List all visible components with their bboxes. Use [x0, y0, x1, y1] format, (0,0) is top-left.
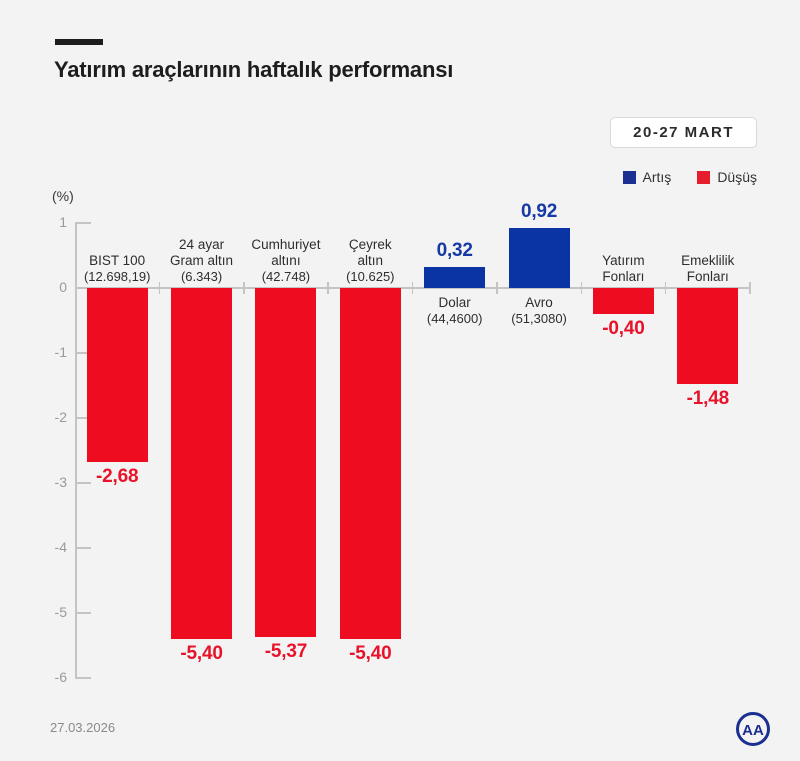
category-label: Yatırım Fonları — [574, 253, 672, 285]
svg-text:AA: AA — [742, 722, 764, 739]
bar-value-label: -5,37 — [264, 641, 308, 663]
category-subvalue: (12.698,19) — [83, 269, 151, 284]
y-axis-tick — [75, 352, 91, 354]
category-name-line: Dolar — [438, 295, 471, 310]
bar-increase — [508, 228, 570, 288]
x-axis-category-tick — [243, 282, 245, 294]
y-axis-tick-label: -2 — [54, 409, 67, 425]
category-name-line: Fonları — [686, 269, 729, 284]
legend-item-decrease: Düşüş — [697, 169, 757, 185]
category-name-line: Yatırım — [602, 253, 645, 268]
category-subvalue: (51,3080) — [511, 311, 567, 326]
bar-value-label: -5,40 — [180, 643, 223, 664]
category-name-line: Çeyrek — [348, 237, 392, 252]
publication-date: 27.03.2026 — [50, 720, 116, 735]
bar-decrease — [592, 288, 654, 314]
y-axis-tick — [75, 482, 91, 484]
category-label: Cumhuriyet altını (42.748) — [237, 237, 335, 285]
category-name-line: Gram altın — [170, 253, 234, 268]
x-axis-category-tick — [580, 282, 582, 294]
category-name-line: Avro — [525, 295, 553, 310]
bar-decrease — [171, 288, 233, 639]
category-subvalue: (42.748) — [261, 269, 311, 284]
aa-agency-logo-icon: AA — [736, 712, 770, 746]
category-name-line: 24 ayar — [179, 237, 225, 252]
y-axis-line — [75, 223, 77, 678]
title-accent-dash — [55, 39, 103, 45]
category-subvalue: (44,4600) — [426, 311, 483, 326]
category-label: Avro (51,3080) — [490, 295, 588, 327]
y-axis-tick-label: -6 — [54, 669, 67, 685]
page-title: Yatırım araçlarının haftalık performansı — [54, 57, 454, 82]
bar-value-label: 0,32 — [436, 240, 473, 262]
bar-increase — [424, 267, 486, 288]
category-subvalue: (6.343) — [180, 269, 223, 284]
category-subvalue: (10.625) — [346, 269, 395, 284]
y-axis-tick — [75, 677, 91, 679]
x-axis-category-tick — [496, 282, 498, 294]
bar-value-label: -5,40 — [349, 643, 392, 664]
bar-decrease — [677, 288, 739, 385]
y-axis-tick — [75, 222, 91, 224]
category-label: Emeklilik Fonları — [659, 253, 757, 285]
bar-decrease — [255, 288, 317, 638]
category-name-line: Cumhuriyet — [251, 237, 321, 252]
bar-decrease — [339, 288, 401, 639]
category-label: 24 ayar Gram altın (6.343) — [152, 237, 250, 285]
category-label: BIST 100 (12.698,19) — [68, 253, 166, 285]
category-name-line: Emeklilik — [681, 253, 735, 268]
x-axis-category-tick — [749, 282, 751, 294]
decrease-swatch-icon — [697, 170, 711, 184]
period-badge: 20-27 MART — [610, 117, 757, 148]
increase-swatch-icon — [622, 170, 636, 184]
y-axis-tick — [75, 547, 91, 549]
category-name-line: altın — [357, 253, 384, 268]
y-axis-tick — [75, 417, 91, 419]
bar-value-label: -2,68 — [96, 466, 139, 488]
category-name-line: BIST 100 — [89, 253, 146, 268]
chart-legend: Artış Düşüş — [622, 169, 757, 185]
y-axis-unit-label: (%) — [52, 188, 74, 204]
category-name-line: altını — [271, 253, 301, 268]
x-axis-category-tick — [327, 282, 329, 294]
legend-label-increase: Artış — [642, 169, 672, 185]
x-axis-category-tick — [664, 282, 667, 294]
y-axis-tick-label: 1 — [59, 214, 67, 230]
y-axis-tick-label: 0 — [59, 279, 67, 295]
legend-label-decrease: Düşüş — [717, 169, 757, 185]
category-label: Çeyrek altın (10.625) — [321, 237, 419, 285]
x-axis-category-tick — [411, 282, 414, 294]
category-name-line: Fonları — [602, 269, 645, 284]
legend-item-increase: Artış — [622, 169, 672, 185]
bar-value-label: -1,48 — [686, 388, 730, 410]
y-axis-tick — [75, 612, 91, 614]
category-label: Dolar (44,4600) — [406, 295, 504, 327]
y-axis-tick-label: -3 — [54, 474, 67, 490]
y-axis-tick-label: -4 — [54, 539, 67, 555]
bar-decrease — [86, 288, 148, 463]
y-axis-tick-label: -1 — [54, 344, 67, 360]
y-axis-tick-label: -5 — [54, 604, 67, 620]
bar-value-label: -0,40 — [602, 318, 645, 339]
x-axis-category-tick — [158, 282, 161, 294]
bar-value-label: 0,92 — [520, 201, 558, 223]
